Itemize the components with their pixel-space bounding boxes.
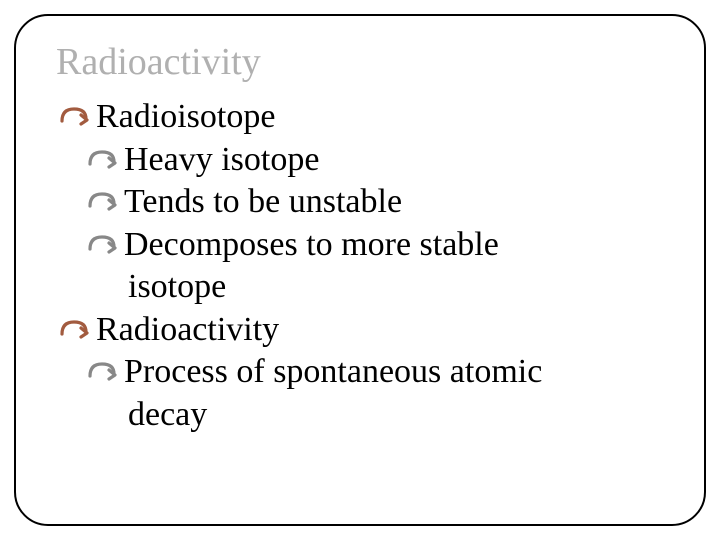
bullet-process-decay-cont: decay (128, 394, 676, 437)
bullet-text: decay (128, 394, 207, 437)
bullet-glyph-icon (86, 142, 124, 176)
bullet-tends-unstable: Tends to be unstable (86, 181, 676, 224)
bullet-text: Tends to be unstable (124, 181, 402, 224)
bullet-heavy-isotope: Heavy isotope (86, 139, 676, 182)
bullet-glyph-icon (58, 99, 96, 133)
bullet-decomposes: Decomposes to more stable (86, 224, 676, 267)
bullet-text: Radioisotope (96, 96, 275, 139)
bullet-glyph-icon (58, 312, 96, 346)
bullet-text: Process of spontaneous atomic (124, 351, 542, 394)
slide-frame: Radioactivity Radioisotope Heavy isotope… (14, 14, 706, 526)
bullet-glyph-icon (86, 354, 124, 388)
bullet-glyph-icon (86, 227, 124, 261)
bullet-text: Decomposes to more stable (124, 224, 499, 267)
bullet-glyph-icon (86, 184, 124, 218)
bullet-text: isotope (128, 266, 226, 309)
bullet-text: Heavy isotope (124, 139, 319, 182)
slide-title: Radioactivity (56, 40, 676, 84)
bullet-text: Radioactivity (96, 309, 279, 352)
bullet-radioisotope: Radioisotope (58, 96, 676, 139)
bullet-process-decay: Process of spontaneous atomic (86, 351, 676, 394)
bullet-decomposes-cont: isotope (128, 266, 676, 309)
bullet-radioactivity: Radioactivity (58, 309, 676, 352)
